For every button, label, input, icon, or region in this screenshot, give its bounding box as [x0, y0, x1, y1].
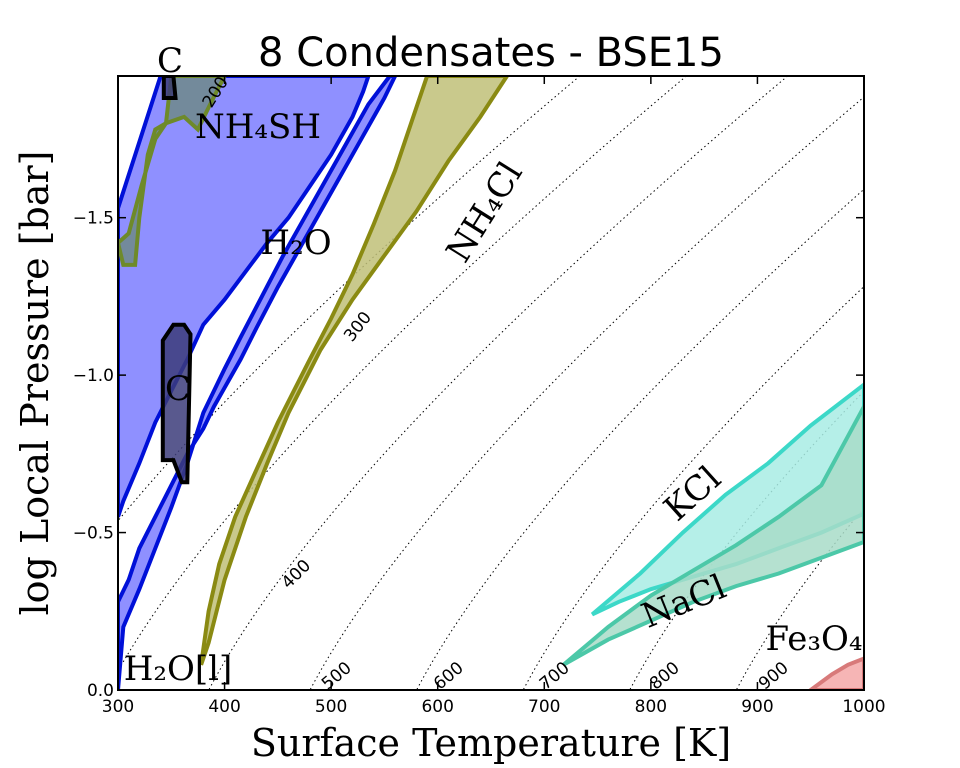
region-label-c: C	[165, 369, 191, 409]
region-label-h2o: H₂O	[260, 223, 331, 263]
x-axis-label: Surface Temperature [K]	[251, 721, 731, 765]
y-axis-label: log Local Pressure [bar]	[13, 151, 57, 616]
region-h2o	[118, 76, 371, 518]
region-label-h2o-l-: H₂O[l]	[124, 649, 233, 689]
isotherm-line	[309, 96, 864, 690]
y-tick-label: −0.5	[73, 524, 114, 544]
region-c-top-	[161, 76, 178, 100]
region-fe3o4	[807, 656, 864, 690]
y-tick-label: −1.5	[73, 209, 114, 229]
plot-frame	[117, 75, 865, 691]
x-tick-label: 600	[421, 697, 453, 717]
isotherm-label: 500	[318, 658, 356, 694]
x-tick-label: 1000	[842, 697, 885, 717]
region-nh4cl	[199, 76, 510, 666]
x-tick-label: 900	[741, 697, 773, 717]
isotherm-line	[416, 188, 864, 690]
isotherm-label: 400	[278, 556, 315, 593]
isotherm-line	[208, 76, 789, 690]
x-tick-label: 800	[635, 697, 667, 717]
isotherm-line	[522, 285, 864, 690]
region-nh4sh	[118, 76, 227, 267]
region-c	[160, 322, 193, 485]
y-axis-ticks: 0.0 −0.5 −1.0 −1.5	[73, 209, 864, 701]
x-axis-ticks: 300 400 500 600 700 800 900 1000	[102, 76, 886, 717]
isotherm-label: 600	[430, 658, 468, 694]
region-label-c-top-: C	[157, 41, 183, 81]
y-tick-label: −1.0	[73, 366, 114, 386]
isotherm-label: 900	[755, 658, 793, 694]
region-label-nh4cl: NH₄Cl	[439, 155, 531, 269]
x-tick-label: 300	[102, 697, 134, 717]
x-tick-label: 700	[528, 697, 560, 717]
y-tick-label: 0.0	[87, 681, 114, 701]
condensate-regions	[118, 76, 864, 690]
plot-area	[118, 76, 864, 690]
chart-title: 8 Condensates - BSE15	[258, 30, 724, 76]
region-nacl	[562, 405, 864, 667]
x-tick-label: 400	[208, 697, 240, 717]
isotherm-line	[118, 76, 688, 673]
region-label-fe3o4: Fe₃O₄	[766, 619, 863, 659]
x-tick-label: 500	[315, 697, 347, 717]
region-label-nh4sh: NH₄SH	[195, 107, 321, 147]
